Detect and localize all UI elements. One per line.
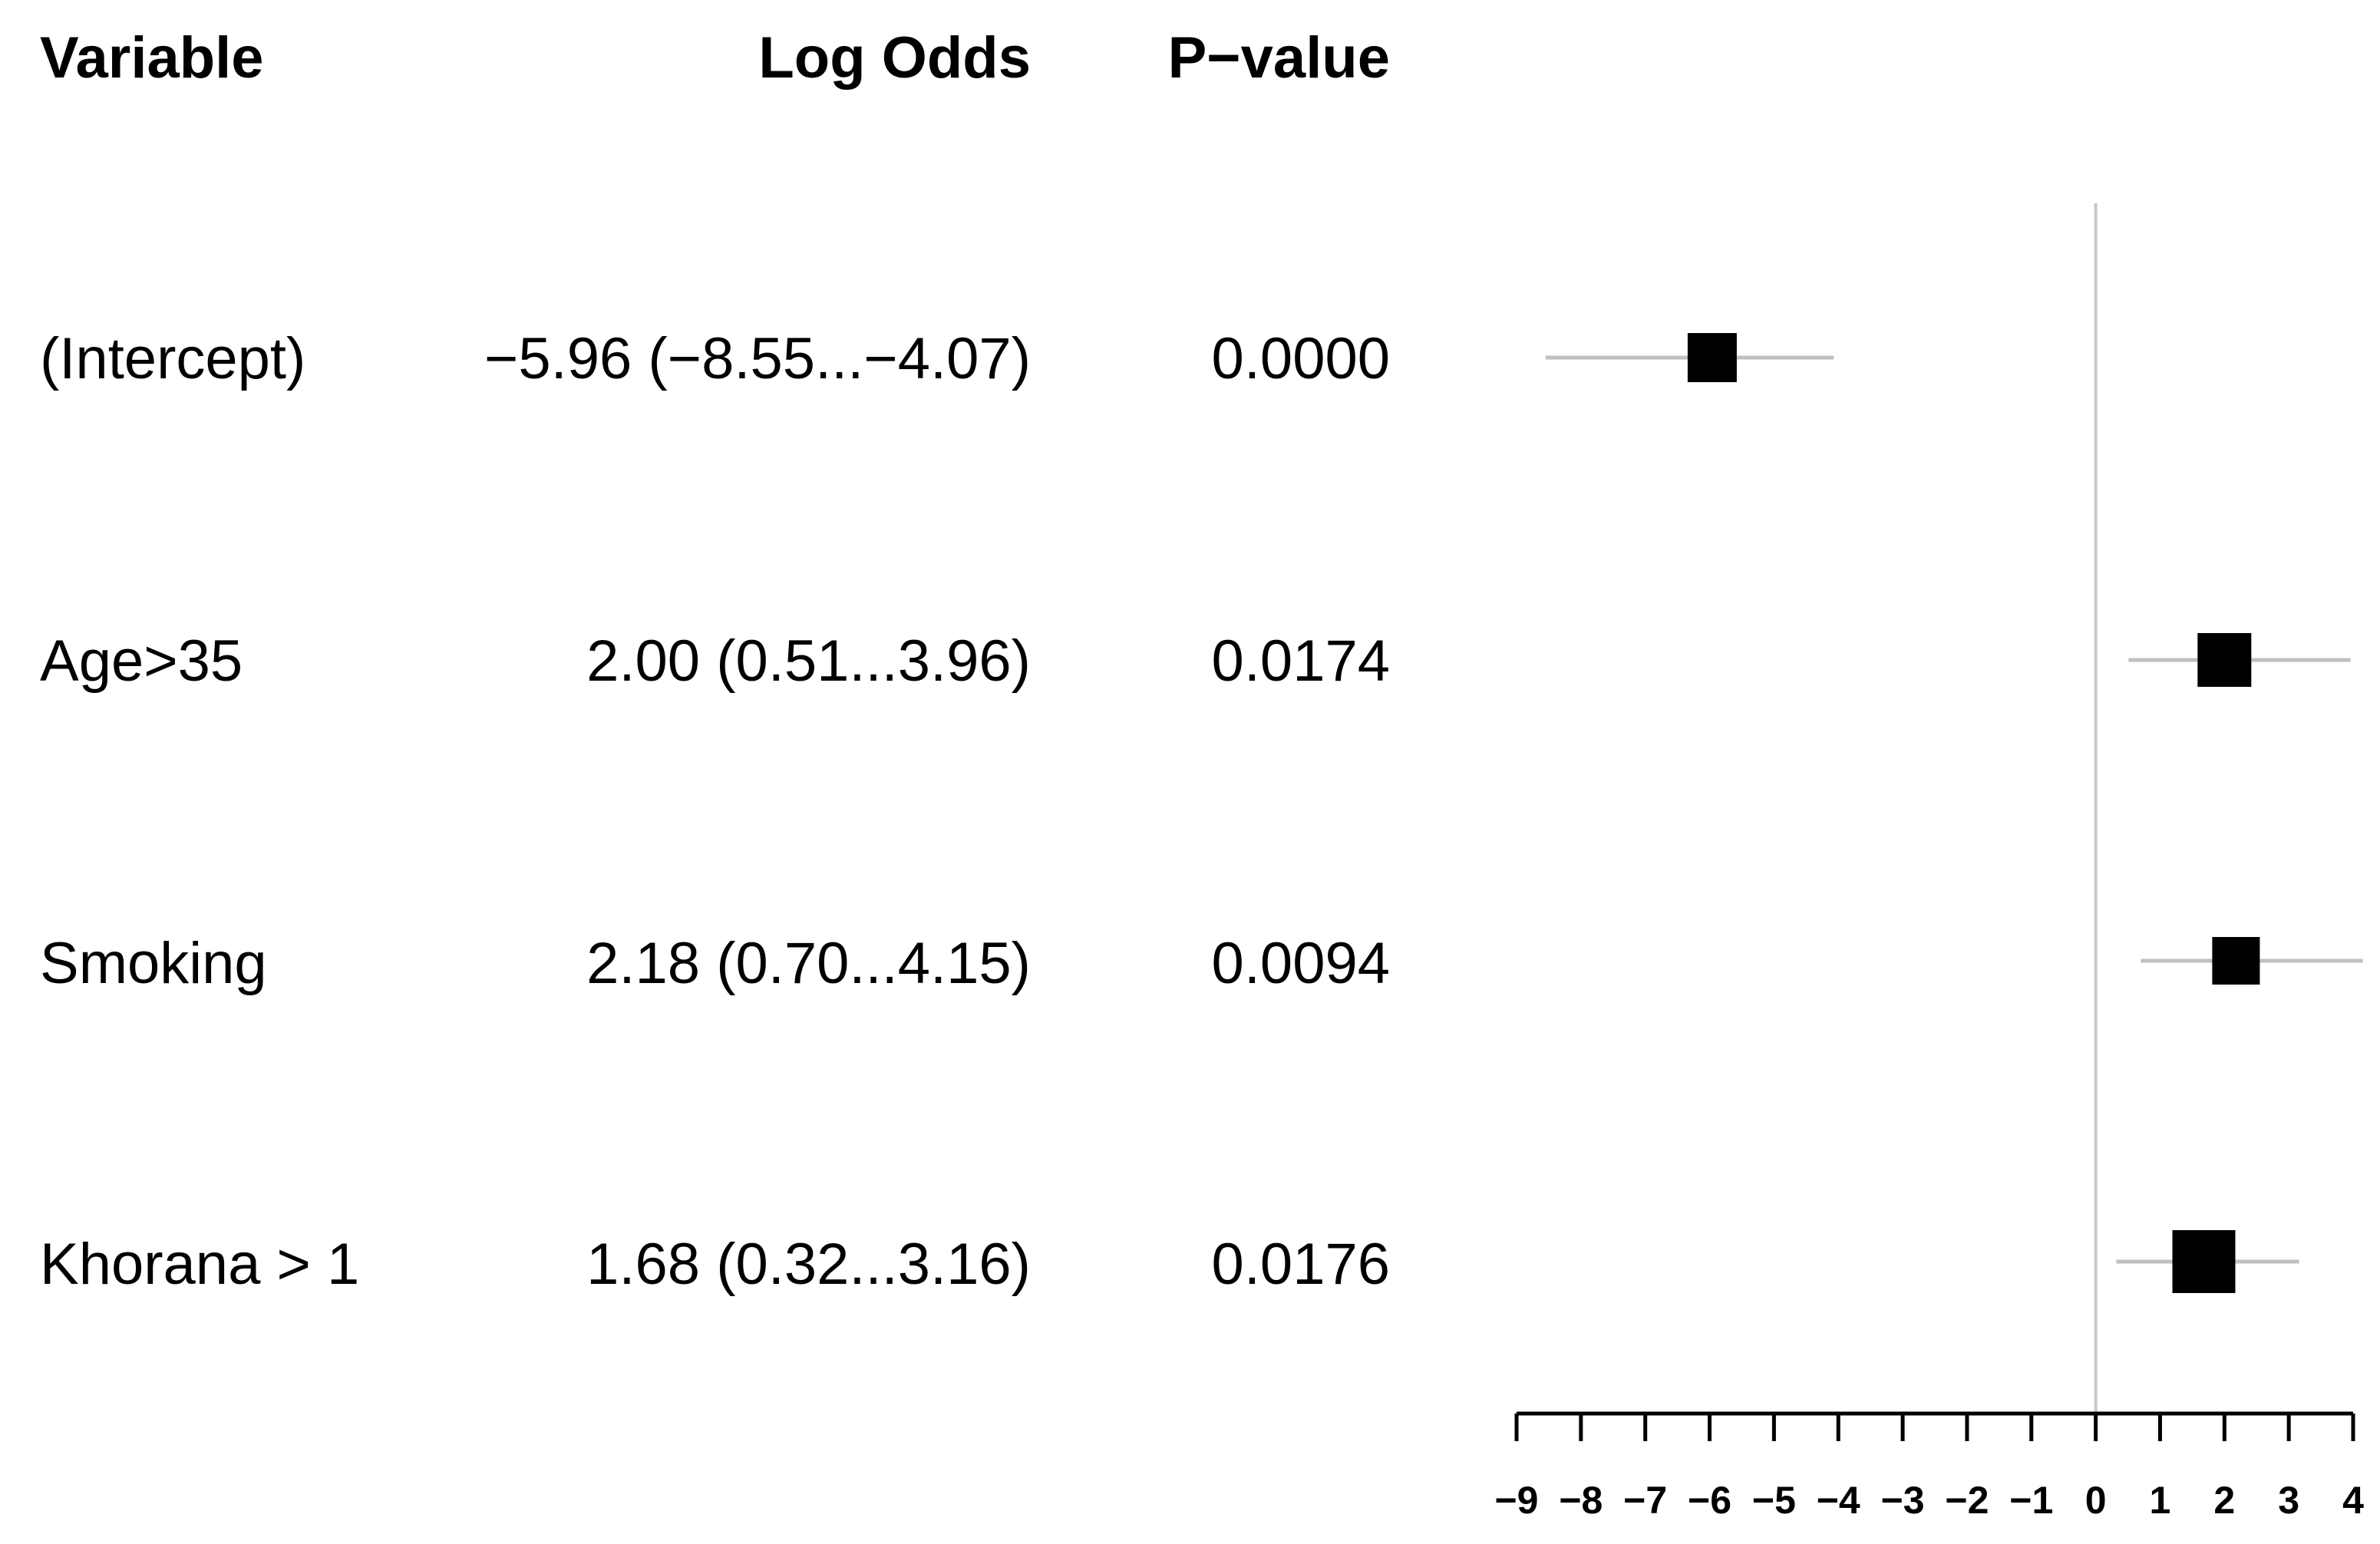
x-tick-label: −5 bbox=[1752, 1479, 1796, 1522]
x-tick-label: 1 bbox=[2150, 1479, 2171, 1522]
estimate-marker bbox=[2197, 633, 2252, 687]
row-p-value: 0.0094 bbox=[1211, 931, 1390, 996]
estimate-marker bbox=[1687, 333, 1737, 382]
x-tick-label: −3 bbox=[1881, 1479, 1925, 1522]
header-log-odds: Log Odds bbox=[758, 25, 1031, 91]
row-variable-label: Khorana > 1 bbox=[40, 1232, 360, 1297]
estimate-marker bbox=[2172, 1230, 2236, 1293]
x-tick-label: −7 bbox=[1623, 1479, 1667, 1522]
header-p-value: P−value bbox=[1167, 25, 1390, 91]
x-tick-label: 4 bbox=[2342, 1479, 2364, 1522]
x-tick-label: −8 bbox=[1559, 1479, 1603, 1522]
row-p-value: 0.0174 bbox=[1211, 628, 1390, 694]
x-tick-label: −9 bbox=[1494, 1479, 1538, 1522]
x-tick-label: −6 bbox=[1688, 1479, 1731, 1522]
x-tick-label: 3 bbox=[2278, 1479, 2299, 1522]
row-p-value: 0.0176 bbox=[1211, 1232, 1390, 1297]
header-variable: Variable bbox=[40, 25, 264, 91]
row-variable-label: Age>35 bbox=[40, 628, 243, 694]
x-tick-label: 0 bbox=[2085, 1479, 2107, 1522]
row-log-odds-value: 1.68 (0.32...3.16) bbox=[586, 1232, 1031, 1297]
x-tick-label: −2 bbox=[1945, 1479, 1989, 1522]
row-variable-label: Smoking bbox=[40, 931, 267, 996]
row-log-odds-value: −5.96 (−8.55...−4.07) bbox=[484, 326, 1031, 391]
row-log-odds-value: 2.18 (0.70...4.15) bbox=[586, 931, 1031, 996]
x-tick-label: −4 bbox=[1817, 1479, 1860, 1522]
x-tick-label: −1 bbox=[2009, 1479, 2053, 1522]
x-tick-label: 2 bbox=[2213, 1479, 2235, 1522]
estimate-marker bbox=[2212, 937, 2260, 985]
row-log-odds-value: 2.00 (0.51...3.96) bbox=[586, 628, 1031, 694]
row-variable-label: (Intercept) bbox=[40, 326, 306, 391]
row-p-value: 0.0000 bbox=[1211, 326, 1390, 391]
